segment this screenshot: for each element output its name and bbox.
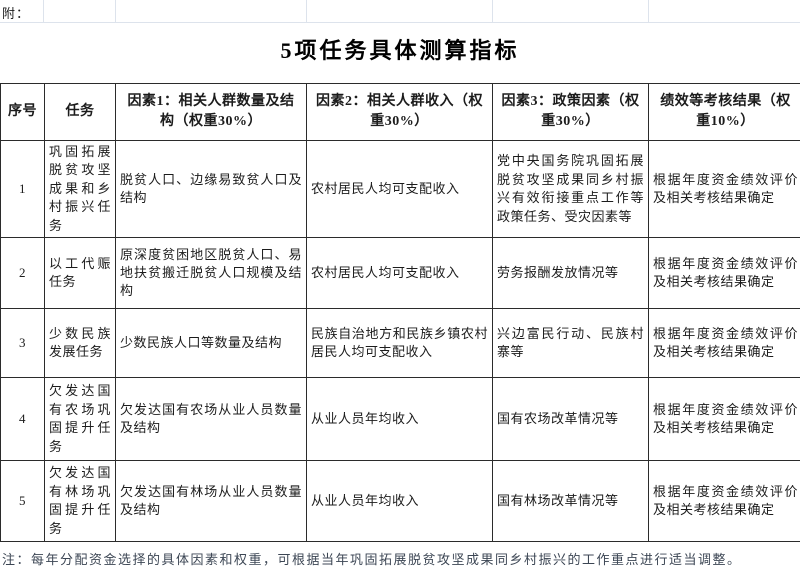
grid-line xyxy=(648,0,649,22)
cell-factor3: 劳务报酬发放情况等 xyxy=(492,237,649,310)
header-row: 序号 任务 因素1：相关人群数量及结构（权重30%） 因素2：相关人群收入（权重… xyxy=(0,83,800,141)
attachment-label: 附： xyxy=(2,6,31,21)
cell-task: 巩固拓展脱贫攻坚成果和乡村振兴任务 xyxy=(44,139,116,239)
col-header-task: 任务 xyxy=(44,83,116,141)
cell-factor2: 从业人员年均收入 xyxy=(306,377,493,462)
cell-task: 少数民族发展任务 xyxy=(44,308,116,379)
grid-line xyxy=(492,0,493,22)
cell-performance: 根据年度资金绩效评价及相关考核结果确定 xyxy=(648,308,800,379)
col-header-factor2: 因素2：相关人群收入（权重30%） xyxy=(306,83,493,141)
cell-task: 欠发达国有农场巩固提升任务 xyxy=(44,377,116,462)
cell-seq: 2 xyxy=(0,237,45,310)
footnote: 注：每年分配资金选择的具体因素和权重，可根据当年巩固拓展脱贫攻坚成果同乡村振兴的… xyxy=(2,552,742,567)
col-header-seq: 序号 xyxy=(0,83,45,141)
cell-factor1: 欠发达国有林场从业人员数量及结构 xyxy=(115,460,307,543)
table-row: 4 欠发达国有农场巩固提升任务 欠发达国有农场从业人员数量及结构 从业人员年均收… xyxy=(0,377,800,462)
cell-factor1: 原深度贫困地区脱贫人口、易地扶贫搬迁脱贫人口规模及结构 xyxy=(115,237,307,310)
cell-factor2: 农村居民人均可支配收入 xyxy=(306,237,493,310)
cell-performance: 根据年度资金绩效评价及相关考核结果确定 xyxy=(648,460,800,543)
spreadsheet-gridlines xyxy=(0,0,800,23)
cell-task: 欠发达国有林场巩固提升任务 xyxy=(44,460,116,543)
cell-factor3: 兴边富民行动、民族村寨等 xyxy=(492,308,649,379)
cell-performance: 根据年度资金绩效评价及相关考核结果确定 xyxy=(648,139,800,239)
cell-factor2: 从业人员年均收入 xyxy=(306,460,493,543)
table-row: 1 巩固拓展脱贫攻坚成果和乡村振兴任务 脱贫人口、边缘易致贫人口及结构 农村居民… xyxy=(0,139,800,239)
table-header: 序号 任务 因素1：相关人群数量及结构（权重30%） 因素2：相关人群收入（权重… xyxy=(0,83,800,141)
grid-line xyxy=(306,0,307,22)
table-row: 3 少数民族发展任务 少数民族人口等数量及结构 民族自治地方和民族乡镇农村居民人… xyxy=(0,308,800,379)
table-body: 1 巩固拓展脱贫攻坚成果和乡村振兴任务 脱贫人口、边缘易致贫人口及结构 农村居民… xyxy=(0,139,800,543)
grid-line xyxy=(115,0,116,22)
col-header-factor3: 因素3：政策因素（权重30%） xyxy=(492,83,649,141)
cell-performance: 根据年度资金绩效评价及相关考核结果确定 xyxy=(648,237,800,310)
grid-line xyxy=(43,0,44,22)
cell-factor2: 农村居民人均可支配收入 xyxy=(306,139,493,239)
col-header-factor1: 因素1：相关人群数量及结构（权重30%） xyxy=(115,83,307,141)
col-header-performance: 绩效等考核结果（权重10%） xyxy=(648,83,800,141)
cell-factor3: 党中央国务院巩固拓展脱贫攻坚成果同乡村振兴有效衔接重点工作等政策任务、受灾因素等 xyxy=(492,139,649,239)
cell-factor3: 国有林场改革情况等 xyxy=(492,460,649,543)
page-title: 5项任务具体测算指标 xyxy=(280,38,520,63)
cell-factor2: 民族自治地方和民族乡镇农村居民人均可支配收入 xyxy=(306,308,493,379)
cell-factor3: 国有农场改革情况等 xyxy=(492,377,649,462)
table-row: 2 以工代赈任务 原深度贫困地区脱贫人口、易地扶贫搬迁脱贫人口规模及结构 农村居… xyxy=(0,237,800,310)
cell-seq: 4 xyxy=(0,377,45,462)
cell-task: 以工代赈任务 xyxy=(44,237,116,310)
table-row: 5 欠发达国有林场巩固提升任务 欠发达国有林场从业人员数量及结构 从业人员年均收… xyxy=(0,460,800,543)
cell-seq: 3 xyxy=(0,308,45,379)
cell-factor1: 欠发达国有农场从业人员数量及结构 xyxy=(115,377,307,462)
indicators-table: 序号 任务 因素1：相关人群数量及结构（权重30%） 因素2：相关人群收入（权重… xyxy=(0,83,800,543)
cell-seq: 5 xyxy=(0,460,45,543)
cell-seq: 1 xyxy=(0,139,45,239)
cell-factor1: 脱贫人口、边缘易致贫人口及结构 xyxy=(115,139,307,239)
cell-performance: 根据年度资金绩效评价及相关考核结果确定 xyxy=(648,377,800,462)
cell-factor1: 少数民族人口等数量及结构 xyxy=(115,308,307,379)
